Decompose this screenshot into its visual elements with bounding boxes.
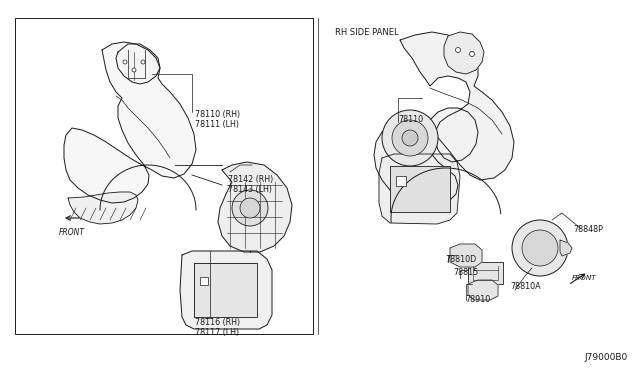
- Circle shape: [232, 190, 268, 226]
- Text: 78848P: 78848P: [573, 225, 603, 234]
- Bar: [15, 18, 313, 334]
- Polygon shape: [374, 32, 514, 208]
- Text: 78110: 78110: [398, 115, 423, 124]
- Bar: [200, 277, 208, 285]
- Bar: [390, 166, 450, 212]
- Text: 78810A: 78810A: [510, 282, 541, 291]
- Polygon shape: [468, 280, 498, 300]
- Polygon shape: [379, 154, 460, 224]
- Polygon shape: [64, 42, 196, 203]
- Circle shape: [132, 68, 136, 72]
- Text: J79000B0: J79000B0: [585, 353, 628, 362]
- Circle shape: [522, 230, 558, 266]
- Polygon shape: [444, 32, 484, 74]
- Polygon shape: [180, 251, 272, 329]
- Text: 78110 (RH): 78110 (RH): [195, 110, 240, 119]
- Text: FRONT: FRONT: [572, 275, 596, 281]
- Text: 78111 (LH): 78111 (LH): [195, 120, 239, 129]
- Text: 78810D: 78810D: [445, 255, 476, 264]
- Circle shape: [392, 120, 428, 156]
- Text: 78142 (RH): 78142 (RH): [228, 175, 273, 184]
- Circle shape: [456, 48, 461, 52]
- Polygon shape: [116, 44, 160, 84]
- Polygon shape: [218, 162, 292, 252]
- Text: RH SIDE PANEL: RH SIDE PANEL: [335, 28, 399, 37]
- Circle shape: [141, 60, 145, 64]
- Circle shape: [382, 110, 438, 166]
- Polygon shape: [450, 244, 482, 267]
- Text: 78815: 78815: [453, 268, 478, 277]
- Polygon shape: [560, 240, 572, 256]
- Text: 78910: 78910: [465, 295, 490, 304]
- Text: 78116 (RH): 78116 (RH): [195, 318, 240, 327]
- Circle shape: [240, 198, 260, 218]
- Circle shape: [512, 220, 568, 276]
- Text: FRONT: FRONT: [59, 228, 85, 237]
- Circle shape: [470, 51, 474, 57]
- Bar: [468, 262, 503, 284]
- Circle shape: [123, 60, 127, 64]
- Bar: [194, 263, 257, 317]
- Bar: [396, 176, 406, 186]
- Text: 78117 (LH): 78117 (LH): [195, 328, 239, 337]
- Text: 78143 (LH): 78143 (LH): [228, 185, 272, 194]
- Polygon shape: [68, 192, 138, 224]
- Circle shape: [402, 130, 418, 146]
